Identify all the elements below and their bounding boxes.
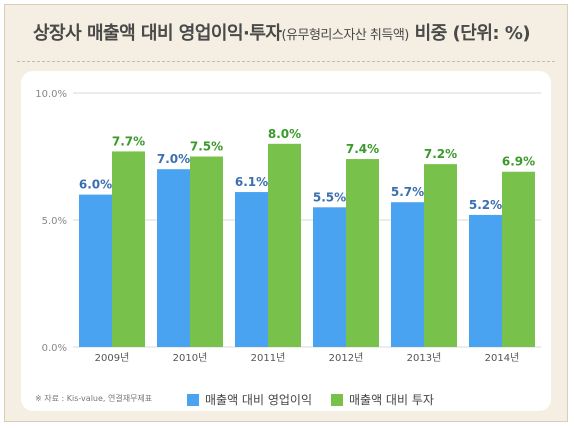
x-tick-label: 2009년 (95, 352, 130, 364)
data-label-operating: 6.1% (235, 175, 268, 189)
source-note: ※ 자료 : Kis-value, 연결재무제표 (35, 394, 153, 403)
bar-operating (157, 169, 190, 347)
bar-operating (313, 207, 346, 347)
legend-swatch-investment (331, 393, 343, 406)
bar-investment (502, 171, 535, 347)
data-label-investment: 7.5% (190, 140, 223, 154)
title-tail: 비중 (단위: %) (408, 23, 531, 44)
legend: ※ 자료 : Kis-value, 연결재무제표 매출액 대비 영업이익 매출액… (27, 391, 557, 409)
data-label-investment: 6.9% (502, 155, 535, 169)
data-label-operating: 5.7% (391, 185, 424, 199)
data-label-operating: 5.2% (469, 198, 502, 212)
x-tick-label: 2011년 (251, 352, 286, 364)
legend-item-operating: 매출액 대비 영업이익 (187, 391, 312, 408)
legend-item-investment: 매출액 대비 투자 (331, 391, 434, 408)
title-main: 상장사 매출액 대비 영업이익·투자 (33, 23, 282, 44)
data-label-investment: 7.4% (346, 142, 379, 156)
chart-title: 상장사 매출액 대비 영업이익·투자(유무형리스자산 취득액) 비중 (단위: … (33, 19, 531, 45)
data-label-operating: 7.0% (157, 152, 190, 166)
bar-investment (268, 143, 301, 347)
title-divider (17, 61, 555, 62)
bar-operating (235, 192, 268, 347)
data-label-investment: 7.7% (112, 134, 145, 148)
x-tick-label: 2012년 (329, 352, 364, 364)
title-paren: (유무형리스자산 취득액) (281, 28, 409, 43)
bar-investment (346, 159, 379, 347)
bar-investment (112, 151, 145, 347)
legend-label-operating: 매출액 대비 영업이익 (205, 393, 312, 407)
y-tick-label: 5.0% (42, 216, 67, 227)
bar-chart: 0.0% 5.0% 10.0% 6.0% 7.7% 2009년 7.0%7.5% 2010년 6… (35, 89, 541, 364)
data-label-operating: 5.5% (313, 190, 346, 204)
x-tick-label: 2013년 (407, 352, 442, 364)
data-label-investment: 8.0% (268, 127, 301, 141)
bar-operating (79, 194, 112, 347)
y-tick-label: 0.0% (42, 343, 67, 354)
legend-swatch-operating (187, 393, 199, 406)
bar-operating (469, 214, 502, 347)
bar-investment (190, 156, 223, 347)
bar-investment (424, 164, 457, 347)
data-label-investment: 7.2% (424, 147, 457, 161)
bar-operating (391, 202, 424, 347)
x-tick-label: 2010년 (173, 352, 208, 364)
legend-label-investment: 매출액 대비 투자 (349, 393, 434, 407)
chart-frame: 상장사 매출액 대비 영업이익·투자(유무형리스자산 취득액) 비중 (단위: … (4, 4, 568, 422)
y-tick-label: 10.0% (35, 89, 67, 100)
data-label-operating: 6.0% (79, 178, 112, 192)
x-tick-label: 2014년 (485, 352, 520, 364)
